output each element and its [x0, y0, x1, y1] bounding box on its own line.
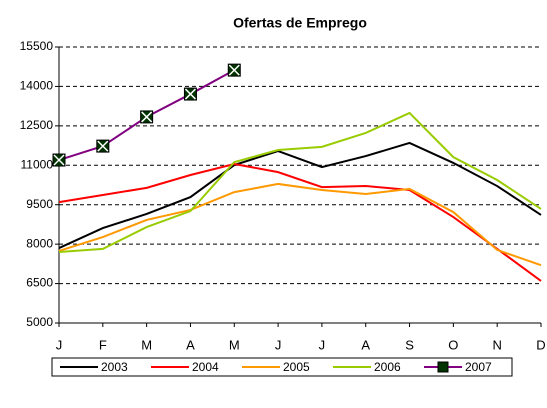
y-tick-label: 9500 — [26, 197, 53, 211]
y-tick-label: 6500 — [26, 276, 53, 290]
series-line — [58, 182, 542, 267]
x-tick-label: O — [448, 337, 458, 352]
marker-x — [184, 88, 196, 100]
marker-x — [53, 154, 65, 166]
y-tick-label: 11000 — [21, 157, 54, 171]
x-tick-label: J — [275, 337, 282, 352]
chart-title: Ofertas de Emprego — [233, 15, 367, 31]
marker-x — [141, 111, 153, 123]
legend-marker — [437, 361, 449, 373]
series-line — [58, 141, 542, 249]
x-tick-label: F — [99, 337, 107, 352]
y-tick-label: 12500 — [20, 118, 54, 132]
x-tick-label: A — [186, 337, 195, 352]
x-tick-label: J — [319, 337, 326, 352]
x-tick-label: D — [536, 337, 545, 352]
legend-label: 2005 — [283, 360, 310, 374]
series-line — [58, 111, 542, 254]
x-tick-label: M — [229, 337, 240, 352]
x-tick-label: M — [141, 337, 152, 352]
legend-label: 2004 — [192, 360, 219, 374]
y-tick-label: 5000 — [26, 315, 53, 329]
x-tick-label: A — [361, 337, 370, 352]
series-line — [58, 162, 542, 282]
marker-x — [228, 64, 240, 76]
x-tick-label: N — [492, 337, 501, 352]
x-tick-label: S — [405, 337, 414, 352]
y-tick-label: 14000 — [20, 79, 54, 93]
legend-label: 2003 — [101, 360, 128, 374]
y-tick-label: 8000 — [26, 236, 53, 250]
x-tick-label: J — [56, 337, 63, 352]
legend-label: 2007 — [465, 360, 492, 374]
legend-box — [51, 357, 513, 377]
legend-label: 2006 — [374, 360, 401, 374]
y-tick-label: 15500 — [20, 39, 54, 53]
marker-x — [97, 140, 109, 152]
